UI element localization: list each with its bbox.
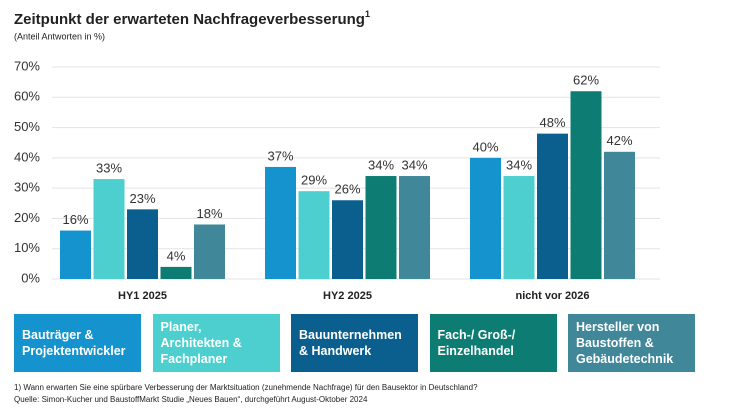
bar <box>503 176 535 279</box>
bar <box>160 266 192 279</box>
value-label: 33% <box>96 160 122 175</box>
legend-item: Hersteller von Baustoffen & Gebäudetechn… <box>568 314 695 372</box>
value-label: 42% <box>606 133 632 148</box>
y-tick-label: 50% <box>14 119 40 134</box>
legend-label: Bauträger & Projektentwickler <box>22 328 126 358</box>
value-label: 37% <box>267 148 293 163</box>
legend-item: Fach-/ Groß-/ Einzelhandel <box>429 314 557 372</box>
value-label: 62% <box>573 73 599 88</box>
value-label: 23% <box>129 191 155 206</box>
legend-item: Bauunternehmen & Handwerk <box>291 314 418 372</box>
footnote: Quelle: Simon-Kucher und BaustoffMarkt S… <box>14 395 368 404</box>
value-label: 34% <box>368 157 394 172</box>
bar <box>332 200 363 279</box>
value-label: 34% <box>506 157 532 172</box>
value-label: 4% <box>167 248 186 263</box>
value-label: 34% <box>401 157 427 172</box>
value-label: 18% <box>196 206 222 221</box>
value-label: 48% <box>539 115 565 130</box>
chart-title: Zeitpunkt der erwarteten Nachfrageverbes… <box>14 9 370 28</box>
value-label: 16% <box>62 212 88 227</box>
value-label: 26% <box>334 182 360 197</box>
bar <box>60 230 91 279</box>
bar <box>194 224 225 279</box>
y-tick-label: 10% <box>14 240 40 255</box>
bar <box>127 209 158 279</box>
bar <box>470 157 501 279</box>
y-tick-label: 60% <box>14 89 40 104</box>
legend-label: Bauunternehmen & Handwerk <box>299 328 402 358</box>
legend-item: Bauträger & Projektentwickler <box>14 314 141 372</box>
y-tick-label: 0% <box>21 270 40 285</box>
bar <box>365 176 397 279</box>
bar <box>570 91 602 279</box>
x-tick-label: HY2 2025 <box>323 290 372 302</box>
legend-label: Planer, Architekten & Fachplaner <box>160 320 242 366</box>
y-tick-label: 70% <box>14 58 40 73</box>
y-tick-label: 40% <box>14 149 40 164</box>
bar <box>93 179 125 279</box>
legend-label: Hersteller von Baustoffen & Gebäudetechn… <box>576 320 674 366</box>
bar <box>604 151 635 279</box>
bar <box>399 176 430 279</box>
value-label: 40% <box>472 139 498 154</box>
value-label: 29% <box>301 173 327 188</box>
subtitle: (Anteil Antworten in %) <box>14 31 105 41</box>
footnote: 1) Wann erwarten Sie eine spürbare Verbe… <box>14 383 478 392</box>
y-tick-label: 30% <box>14 180 40 195</box>
title-text: Zeitpunkt der erwarteten Nachfrageverbes… <box>14 11 365 28</box>
bar <box>298 191 330 279</box>
bar <box>265 166 296 279</box>
legend-item: Planer, Architekten & Fachplaner <box>152 314 280 372</box>
x-tick-label: HY1 2025 <box>118 290 167 302</box>
y-tick-label: 20% <box>14 210 40 225</box>
title-note: 1 <box>365 9 370 19</box>
x-tick-label: nicht vor 2026 <box>516 290 590 302</box>
bar <box>537 133 568 279</box>
legend-label: Fach-/ Groß-/ Einzelhandel <box>437 328 516 358</box>
